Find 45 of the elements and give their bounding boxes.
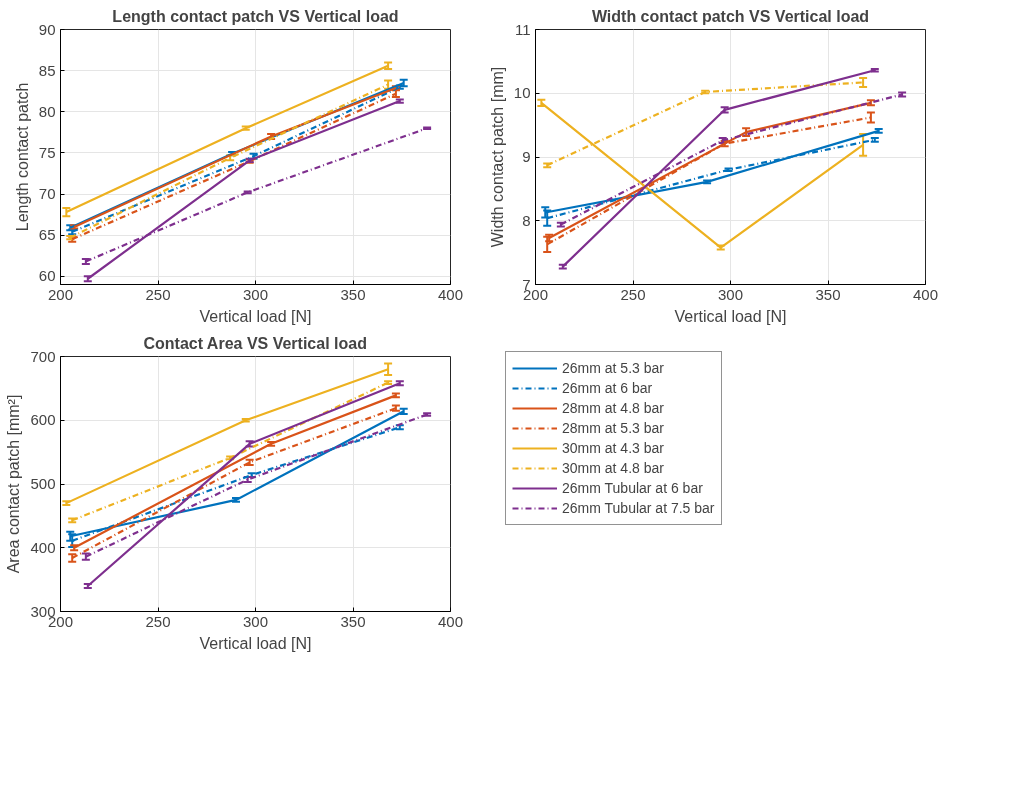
x-axis-title: Vertical load [N]: [199, 634, 312, 652]
y-tick-label: 60: [38, 267, 56, 285]
y-tick-label: 65: [38, 226, 56, 244]
chart-title: Length contact patch VS Vertical load: [112, 7, 399, 25]
legend-label: 26mm at 5.3 bar: [562, 359, 664, 378]
y-tick-label: 9: [522, 148, 531, 165]
y-tick-label: 400: [30, 538, 56, 556]
x-tick-label: 400: [437, 612, 464, 630]
x-tick-label: 350: [815, 285, 841, 303]
legend-label: 30mm at 4.8 bar: [562, 459, 664, 478]
x-tick-label: 400: [912, 285, 939, 303]
y-tick-label: 75: [38, 143, 56, 161]
legend-label: 28mm at 5.3 bar: [562, 419, 664, 438]
chart-title: Width contact patch VS Vertical load: [591, 7, 870, 25]
y-tick-label: 600: [30, 411, 56, 429]
y-tick-label: 700: [30, 347, 56, 365]
x-tick-label: 400: [437, 285, 464, 303]
y-axis-title: Area contact patch [mm²]: [5, 394, 23, 574]
y-axis-title: Length contact patch: [13, 82, 31, 232]
x-tick-label: 350: [340, 612, 366, 630]
y-tick-label: 85: [38, 61, 56, 79]
legend-label: 30mm at 4.3 bar: [562, 439, 664, 458]
legend-label: 26mm Tubular at 7.5 bar: [562, 499, 715, 518]
x-tick-label: 350: [340, 285, 366, 303]
y-tick-label: 90: [38, 20, 56, 38]
x-axis-title: Vertical load [N]: [674, 307, 787, 325]
x-tick-label: 250: [620, 285, 646, 303]
chart-title: Contact Area VS Vertical load: [143, 334, 367, 352]
x-tick-label: 250: [145, 285, 171, 303]
x-tick-label: 300: [242, 612, 269, 630]
y-tick-label: 70: [38, 185, 56, 203]
legend-label: 26mm at 6 bar: [562, 379, 653, 398]
y-axis-title: Width contact patch [mm]: [488, 66, 506, 248]
y-tick-label: 8: [522, 211, 531, 229]
y-tick-label: 500: [30, 475, 56, 492]
x-tick-label: 300: [242, 285, 269, 303]
x-tick-label: 250: [145, 612, 171, 630]
x-axis-title: Vertical load [N]: [199, 307, 312, 325]
y-tick-label: 80: [38, 102, 56, 120]
legend-label: 26mm Tubular at 6 bar: [562, 479, 703, 498]
legend-label: 28mm at 4.8 bar: [562, 399, 664, 418]
y-tick-label: 11: [514, 20, 531, 38]
x-tick-label: 300: [717, 285, 744, 303]
x-tick-label: 200: [47, 285, 74, 303]
y-tick-label: 10: [513, 84, 531, 102]
